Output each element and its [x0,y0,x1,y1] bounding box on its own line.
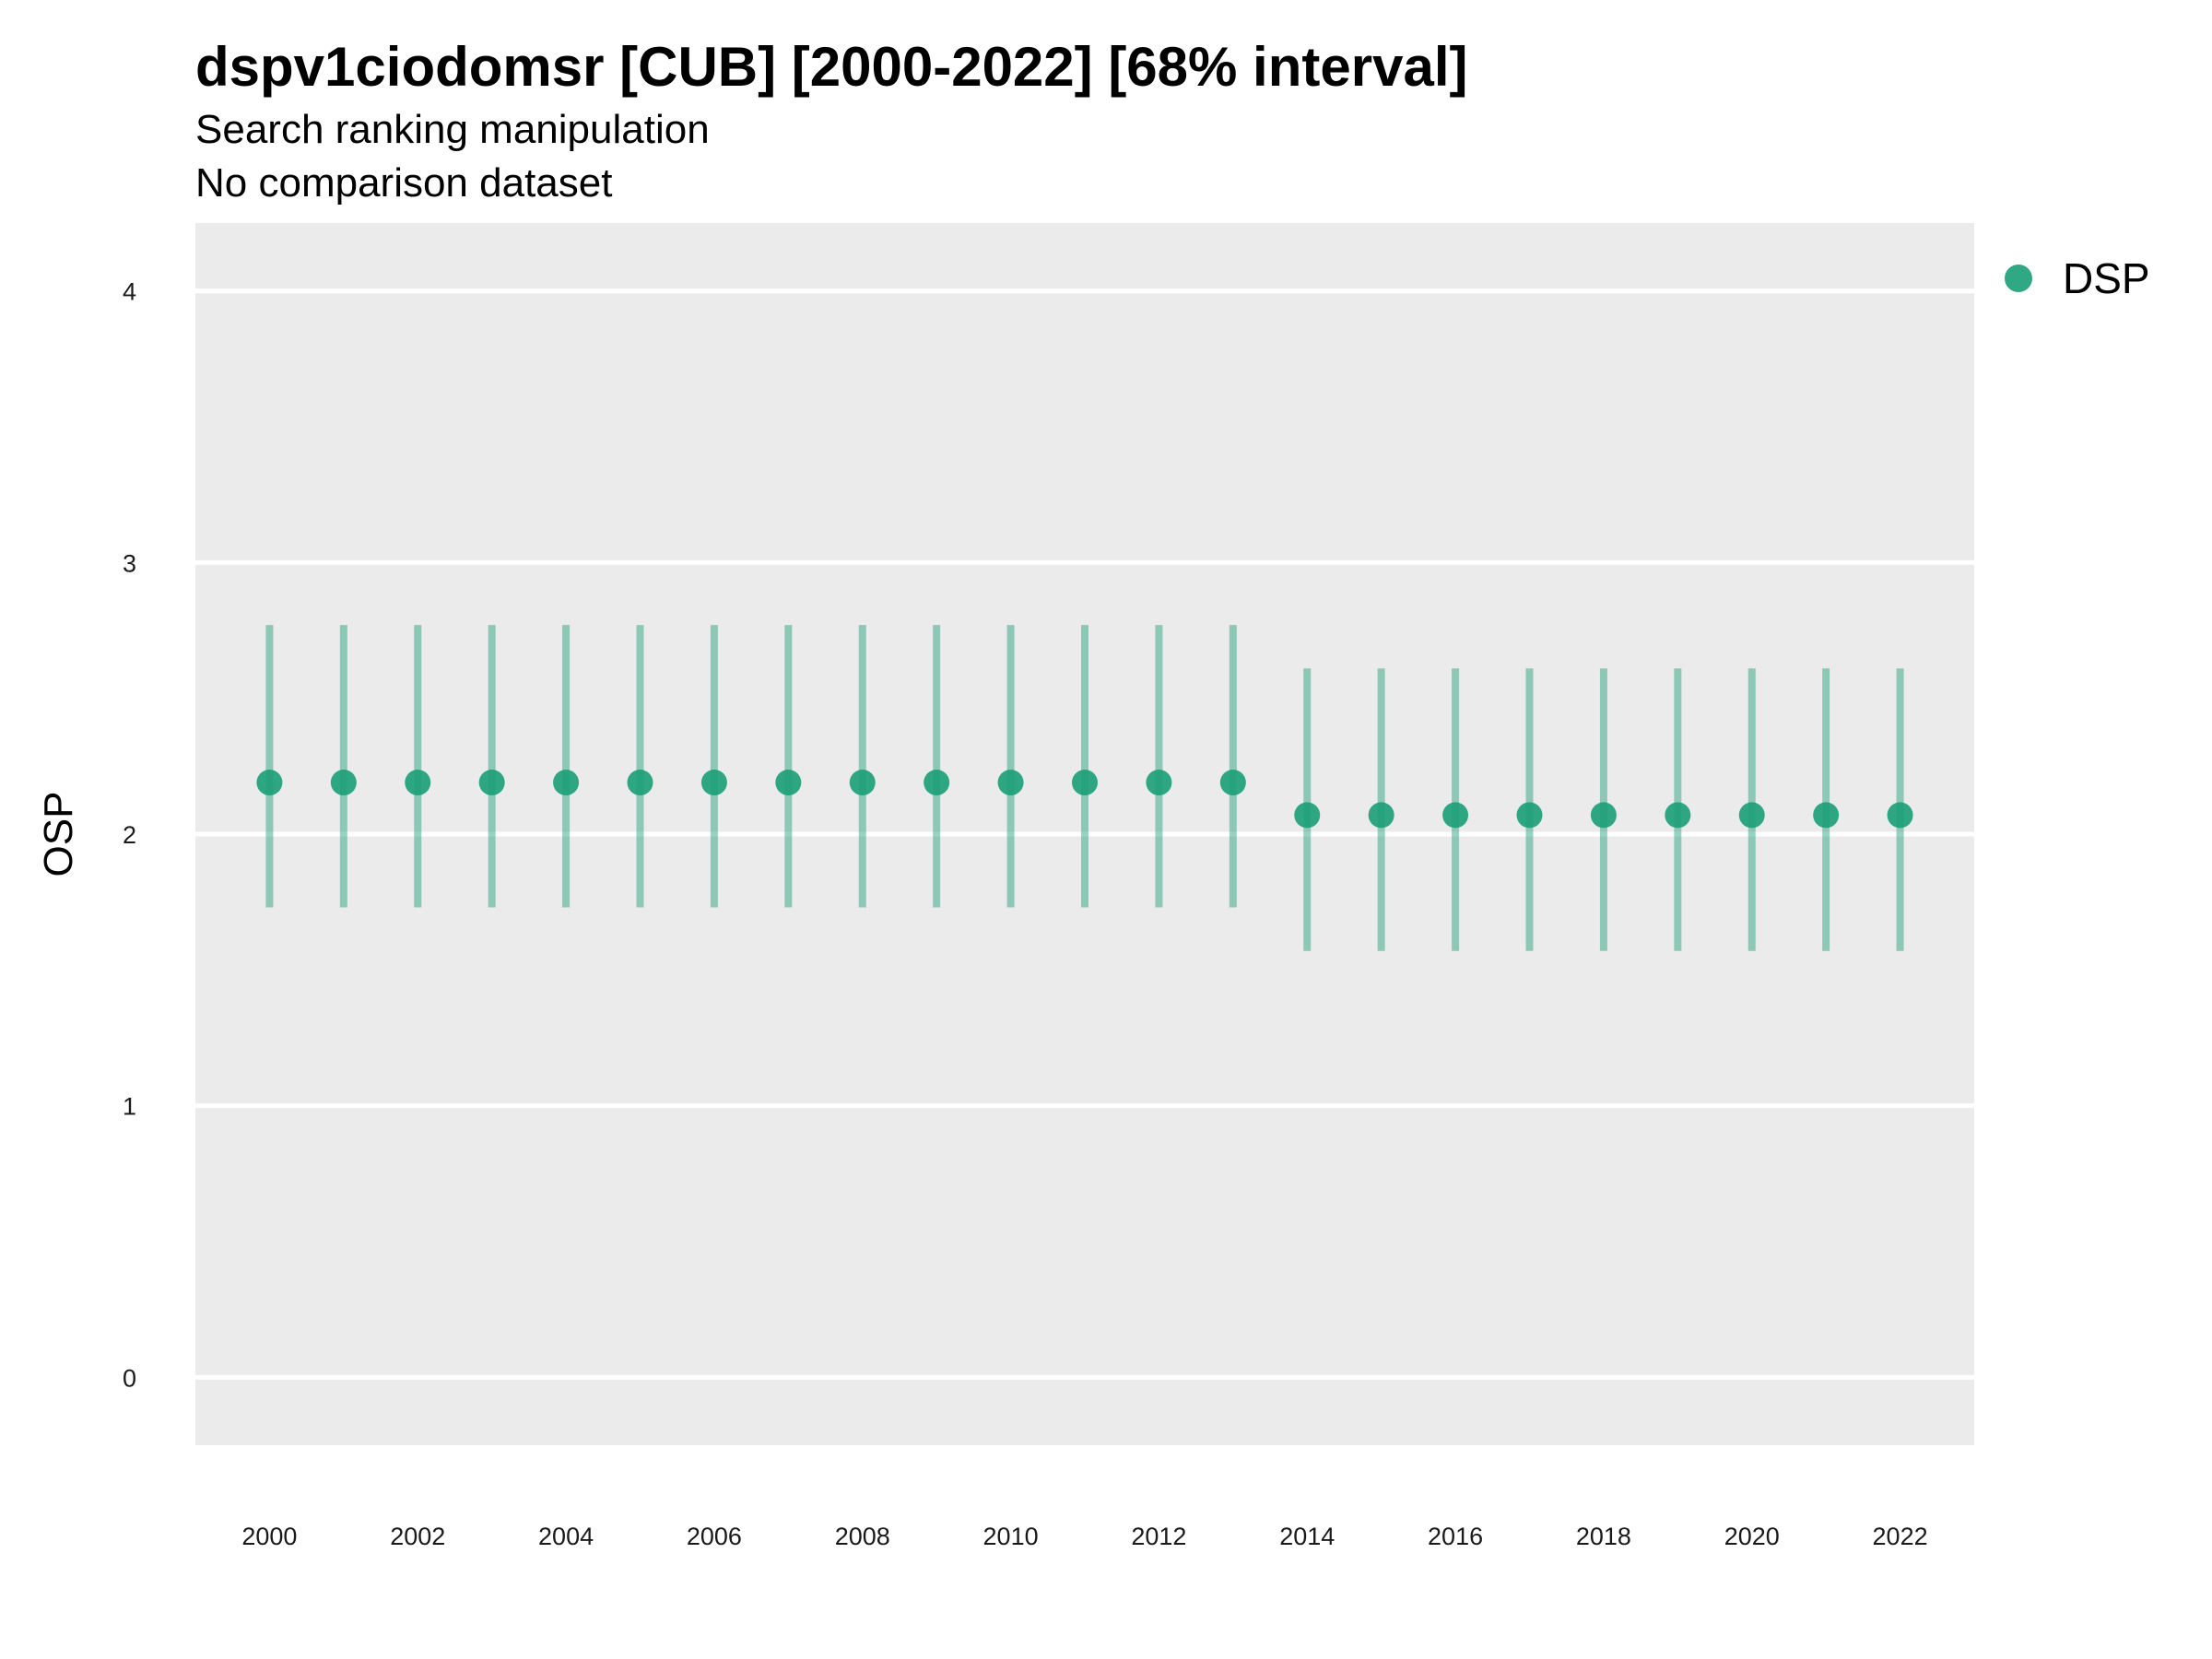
x-tick-label: 2016 [1428,1523,1483,1550]
chart-subtitle: Search ranking manipulation [195,107,710,152]
data-point [1590,802,1617,829]
data-point [775,770,802,796]
data-point [849,770,876,796]
interval-bars [265,625,1904,951]
x-tick-label: 2006 [687,1523,742,1550]
y-tick-labels: 0 1 2 3 4 [123,278,136,1393]
x-tick-label: 2020 [1724,1523,1780,1550]
data-point [1219,770,1246,796]
x-tick-label: 2008 [835,1523,890,1550]
legend: DSP [2005,254,2150,302]
data-point [1442,802,1469,829]
x-tick-label: 2000 [241,1523,297,1550]
data-point [1368,802,1394,829]
y-tick-label: 2 [123,821,136,849]
data-point [405,770,431,796]
data-points [256,770,1913,829]
legend-label-dsp: DSP [2063,254,2150,302]
data-point [700,770,727,796]
x-tick-label: 2012 [1131,1523,1186,1550]
legend-marker-dsp [2005,265,2032,292]
x-tick-label: 2002 [390,1523,445,1550]
data-point [997,770,1024,796]
data-point [553,770,580,796]
data-point [1813,802,1840,829]
data-point [478,770,505,796]
data-point [627,770,653,796]
y-tick-label: 4 [123,278,136,306]
data-point [1294,802,1321,829]
chart-title: dspv1ciodomsr [CUB] [2000-2022] [68% int… [195,36,1468,98]
data-point [1146,770,1172,796]
data-point [1072,770,1098,796]
y-tick-label: 0 [123,1364,136,1392]
x-tick-label: 2004 [538,1523,594,1550]
x-tick-label: 2022 [1873,1523,1928,1550]
x-tick-label: 2018 [1576,1523,1631,1550]
chart-subtitle-secondary: No comparison dataset [195,160,613,206]
data-point [256,770,283,796]
x-tick-labels: 2000 2002 2004 2006 2008 2010 2012 2014 2016 2018… [241,1523,1927,1550]
data-point [1665,802,1691,829]
x-tick-label: 2014 [1279,1523,1335,1550]
data-point [924,770,950,796]
data-point [330,770,357,796]
data-point [1516,802,1543,829]
y-tick-label: 3 [123,549,136,577]
y-axis-label: OSP [36,792,81,877]
data-point [1738,802,1765,829]
data-point [1887,802,1913,829]
x-tick-label: 2010 [983,1523,1039,1550]
gridlines [195,288,1974,1380]
y-tick-label: 1 [123,1093,136,1121]
